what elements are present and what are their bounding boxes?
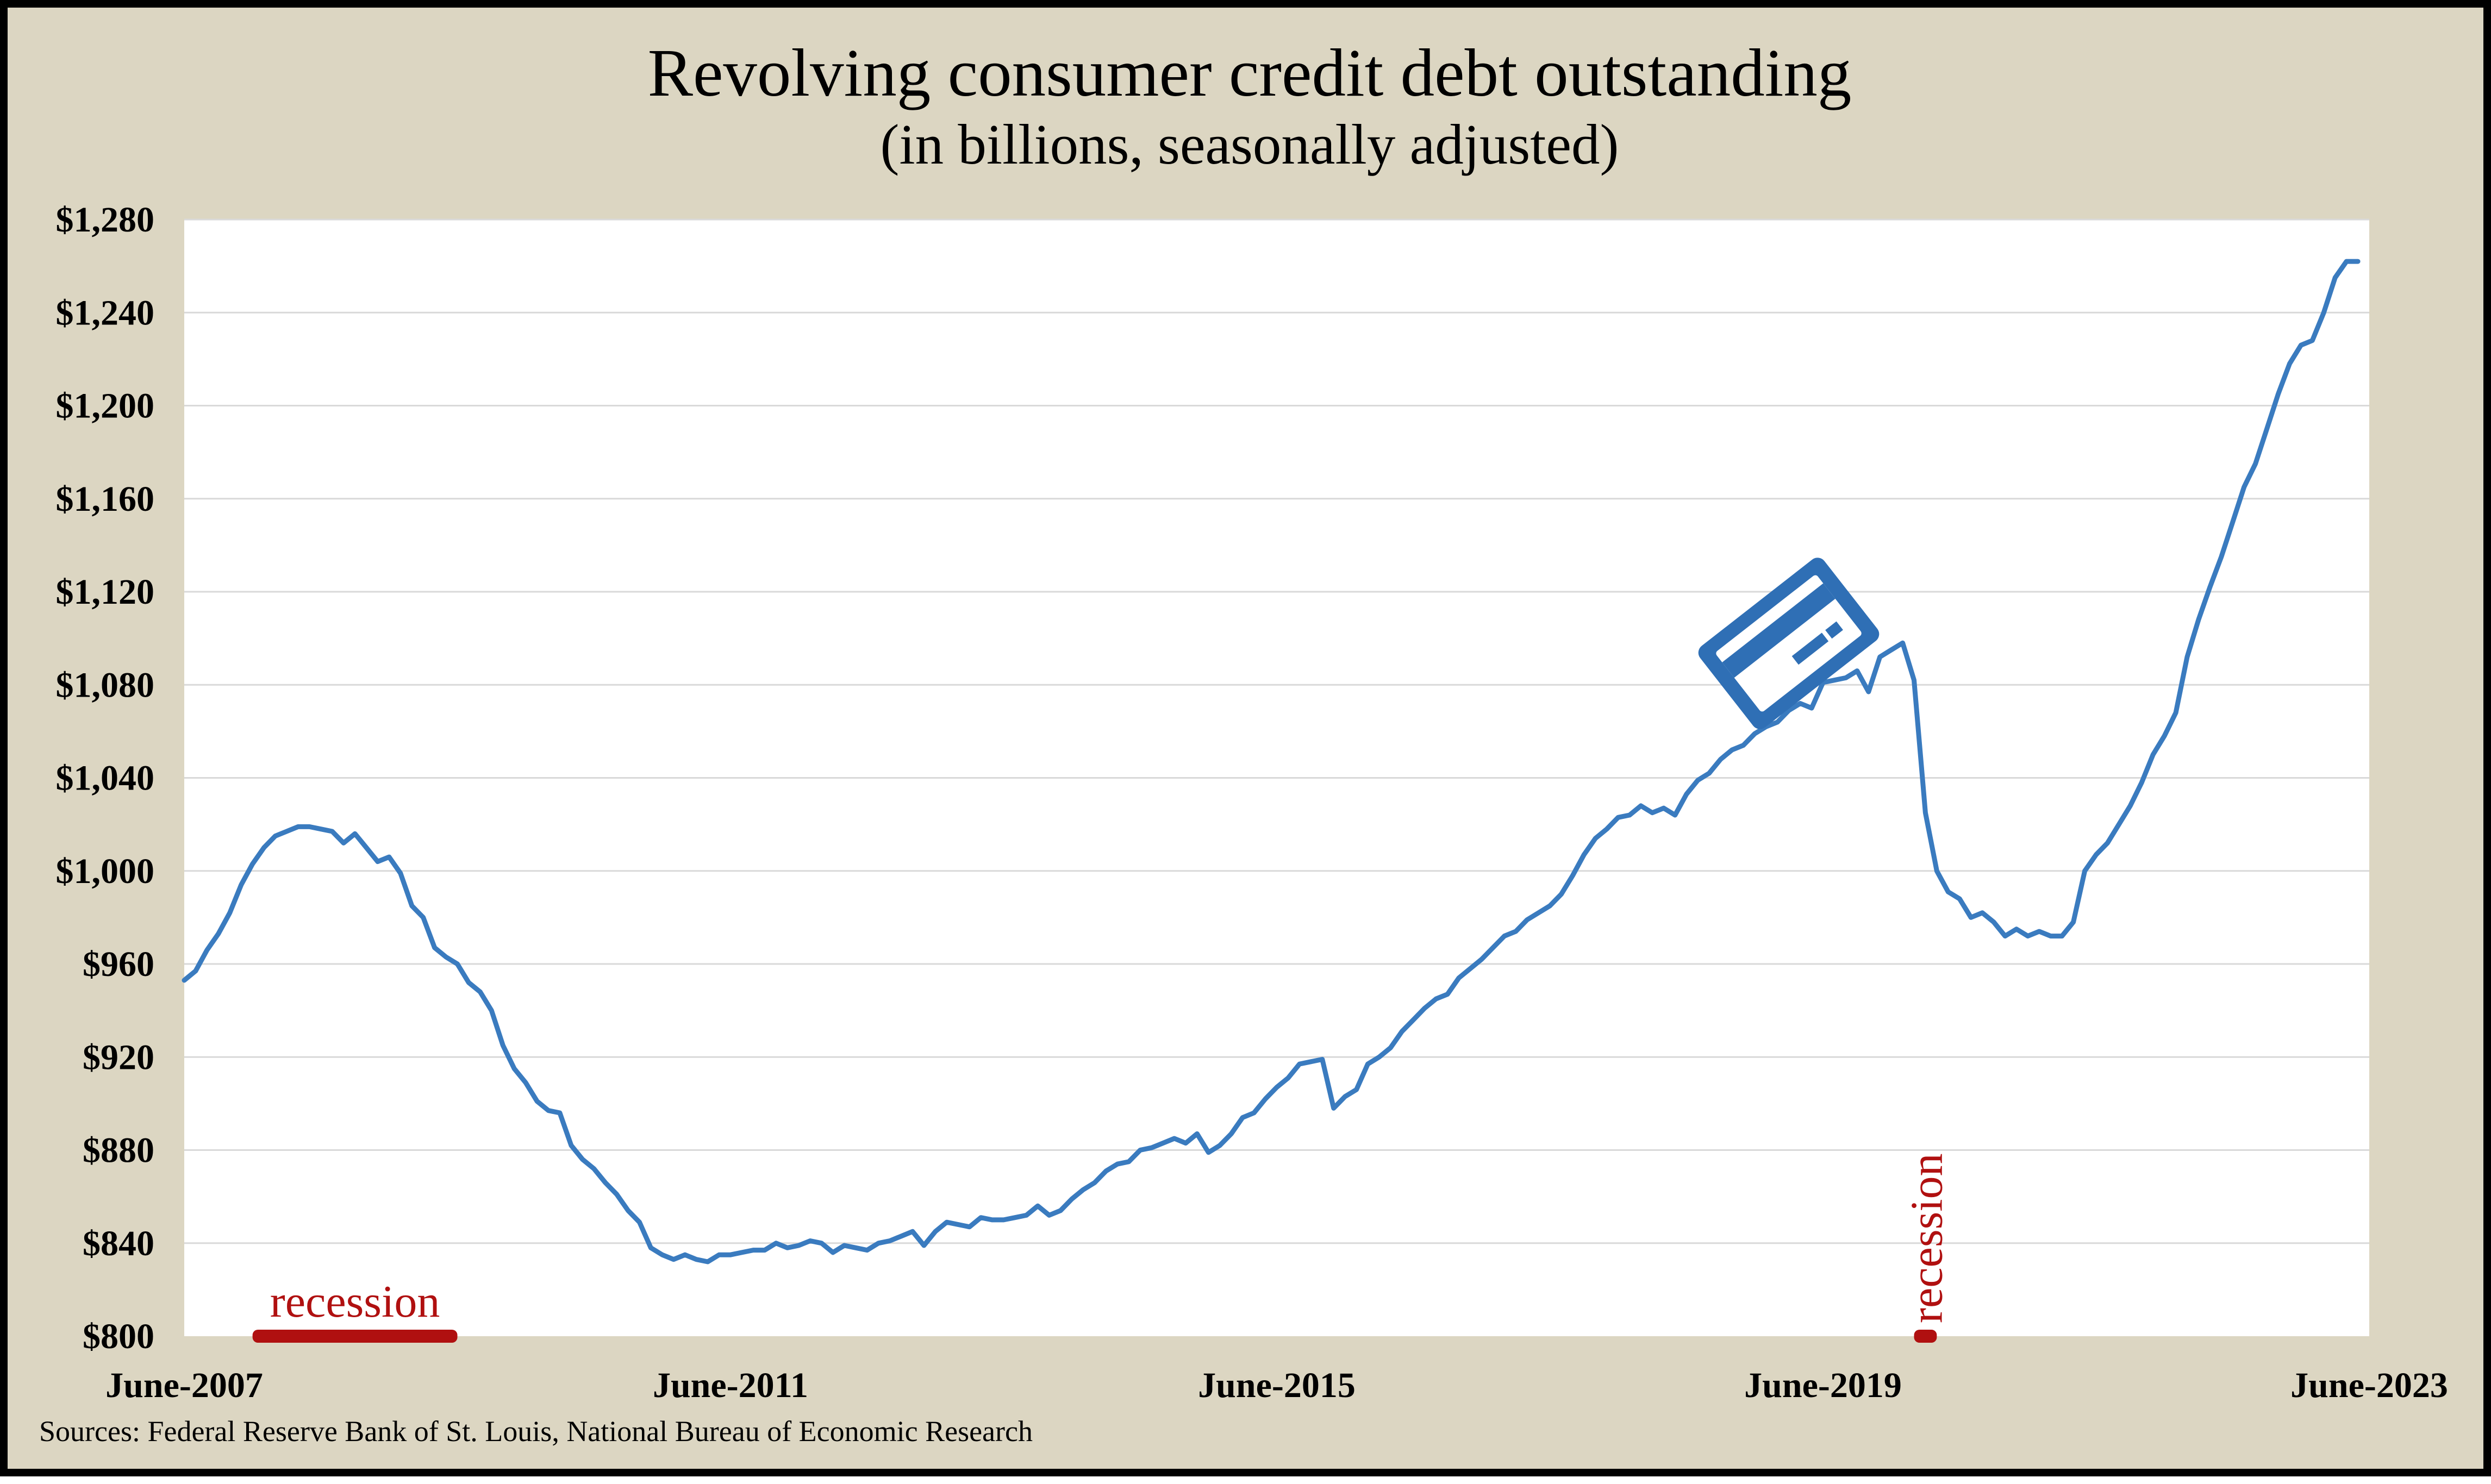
y-tick-label: $840 (83, 1224, 154, 1263)
y-tick-label: $1,040 (56, 759, 155, 798)
recession-bar (1914, 1330, 1937, 1343)
x-tick-label: June-2015 (1198, 1366, 1356, 1405)
y-tick-label: $960 (83, 944, 154, 984)
chart-subtitle: (in billions, seasonally adjusted) (881, 112, 1619, 176)
credit-card-icon (1698, 558, 1880, 729)
y-tick-label: $880 (83, 1131, 154, 1170)
y-tick-label: $920 (83, 1037, 154, 1077)
series-group (182, 259, 2361, 1264)
y-tick-label: $1,120 (56, 572, 155, 612)
y-tick-label: $1,000 (56, 851, 155, 891)
y-tick-label: $1,160 (56, 479, 155, 519)
x-axis-ticks: June-2007 June-2011 June-2015 June-2019 June… (105, 1366, 2448, 1405)
series-line (182, 259, 2361, 1264)
recession-label: recession (270, 1276, 440, 1327)
y-tick-label: $1,240 (56, 293, 155, 333)
y-tick-label: $800 (83, 1317, 154, 1356)
chart-svg: Revolving consumer credit debt outstandi… (39, 36, 2448, 1448)
gridlines (184, 218, 2369, 1244)
x-tick-label: June-2007 (105, 1366, 263, 1405)
x-tick-label: June-2011 (653, 1366, 808, 1405)
x-tick-label: June-2023 (2290, 1366, 2448, 1405)
y-tick-label: $1,200 (56, 386, 155, 426)
x-tick-label: June-2019 (1744, 1366, 1902, 1405)
recession-bar (252, 1330, 458, 1343)
chart-title: Revolving consumer credit debt outstandi… (648, 36, 1852, 111)
recession-markers: recession recession (252, 1153, 1952, 1343)
y-tick-label: $1,280 (56, 200, 155, 240)
recession-label: recession (1901, 1153, 1952, 1323)
y-tick-label: $1,080 (56, 665, 155, 705)
y-axis-ticks: $800 $840 $880 $920 $960 $1,000 $1,040 $1,080 $1… (56, 200, 155, 1356)
source-note: Sources: Federal Reserve Bank of St. Lou… (39, 1415, 1033, 1448)
